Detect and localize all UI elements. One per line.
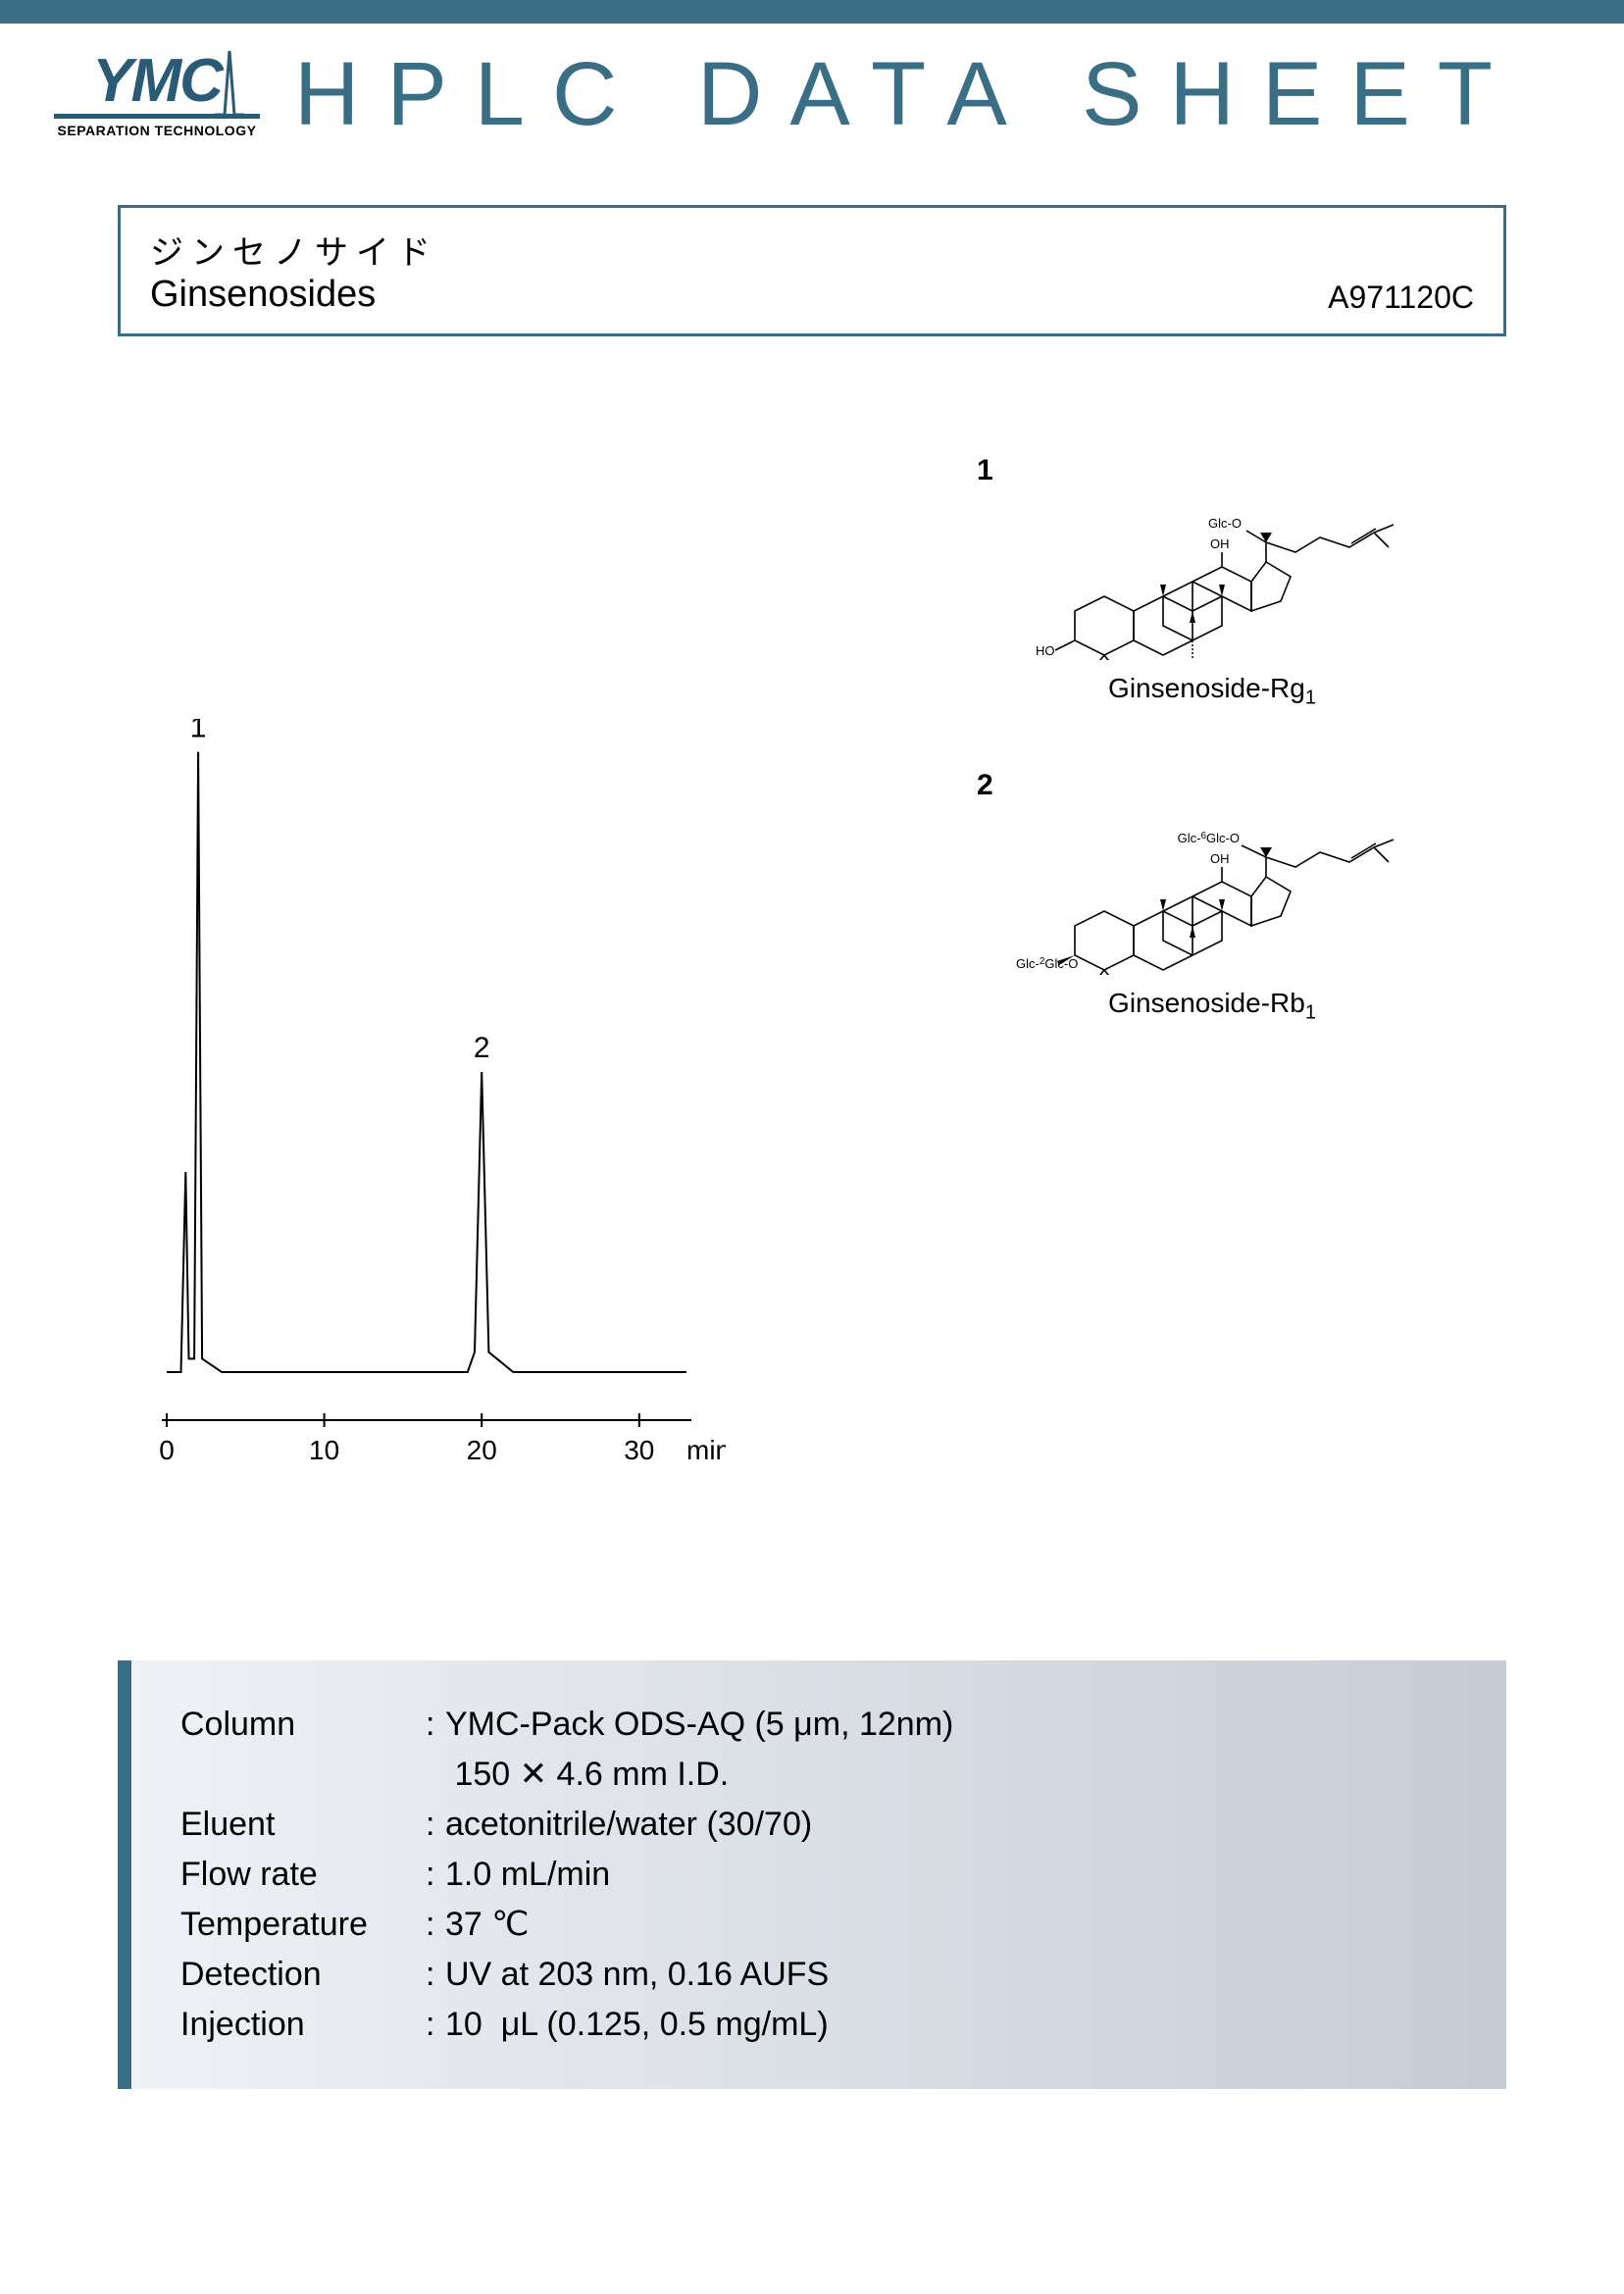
- peak-label-1: 1: [190, 719, 207, 744]
- x-tick-label: 20: [467, 1435, 497, 1465]
- param-row: Detection:UV at 203 nm, 0.16 AUFS: [180, 1950, 1457, 2000]
- svg-text:Glc-2Glc-O: Glc-2Glc-O: [1016, 956, 1078, 971]
- param-value: acetonitrile/water (30/70): [445, 1800, 1457, 1850]
- param-label: Injection: [180, 2000, 426, 2050]
- param-label: Temperature: [180, 1900, 426, 1950]
- svg-text:HO: HO: [1036, 643, 1055, 658]
- param-colon: :: [426, 1900, 445, 1950]
- structure-diagram: Glc-2Glc-O OH Glc-6Glc-O: [1016, 769, 1408, 980]
- x-tick-label: 0: [159, 1435, 175, 1465]
- chromatogram-chart: 0 10 20 30 min 1 2: [137, 719, 726, 1504]
- svg-text:Glc-6Glc-O: Glc-6Glc-O: [1178, 831, 1240, 845]
- param-row: Flow rate:1.0 mL/min: [180, 1850, 1457, 1900]
- structure-diagram: O-GlcHOOHGlc-O: [1016, 454, 1408, 665]
- peak-label-2: 2: [474, 1032, 490, 1064]
- title-english: Ginsenosides: [150, 274, 1474, 316]
- header-title: HPLC DATA SHEET: [294, 43, 1520, 146]
- page-header: YMC SEPARATION TECHNOLOGY HPLC DATA SHEE…: [0, 24, 1624, 146]
- param-label: Column: [180, 1700, 426, 1800]
- title-japanese: ジンセノサイド: [150, 226, 1474, 274]
- svg-text:OH: OH: [1210, 851, 1230, 866]
- param-label: Detection: [180, 1950, 426, 2000]
- title-code: A971120C: [1328, 280, 1474, 316]
- param-label: Flow rate: [180, 1850, 426, 1900]
- svg-text:Glc-O: Glc-O: [1208, 516, 1242, 531]
- structure-caption: Ginsenoside-Rg1: [977, 673, 1447, 710]
- structure-caption: Ginsenoside-Rb1: [977, 988, 1447, 1025]
- logo-peak-icon: [210, 41, 249, 120]
- main-content: 0102030min12 1O-GlcHOOHGlc-OGinsenoside-…: [118, 336, 1506, 1660]
- svg-text:OH: OH: [1210, 536, 1230, 551]
- param-value: 37 ℃: [445, 1900, 1457, 1950]
- x-tick-label: 30: [624, 1435, 654, 1465]
- param-colon: :: [426, 2000, 445, 2050]
- param-value: 10 μL (0.125, 0.5 mg/mL): [445, 2000, 1457, 2050]
- x-tick-label: 10: [309, 1435, 339, 1465]
- title-box: ジンセノサイド Ginsenosides A971120C: [118, 205, 1506, 336]
- param-row: Injection:10 μL (0.125, 0.5 mg/mL): [180, 2000, 1457, 2050]
- logo-tagline: SEPARATION TECHNOLOGY: [58, 123, 257, 138]
- param-colon: :: [426, 1850, 445, 1900]
- param-value: 1.0 mL/min: [445, 1850, 1457, 1900]
- param-value: YMC-Pack ODS-AQ (5 μm, 12nm) 150 ✕ 4.6 m…: [445, 1700, 1457, 1800]
- structure-entry: 2 Glc-2Glc-O OH Glc-6Glc-O Ginsenoside-Rb1: [977, 769, 1447, 1025]
- x-axis-label: min: [686, 1435, 726, 1465]
- chromatogram-trace: [167, 752, 686, 1372]
- structure-entry: 1O-GlcHOOHGlc-OGinsenoside-Rg1: [977, 454, 1447, 710]
- param-row: Temperature:37 ℃: [180, 1900, 1457, 1950]
- parameters-box: Column:YMC-Pack ODS-AQ (5 μm, 12nm) 150 …: [118, 1660, 1506, 2089]
- param-label: Eluent: [180, 1800, 426, 1850]
- param-colon: :: [426, 1950, 445, 2000]
- structures-panel: 1O-GlcHOOHGlc-OGinsenoside-Rg12Glc-2Glc-…: [977, 454, 1447, 1083]
- parameters-table: Column:YMC-Pack ODS-AQ (5 μm, 12nm) 150 …: [180, 1700, 1457, 2050]
- logo: YMC SEPARATION TECHNOLOGY: [49, 51, 265, 138]
- chromatogram-svg: 0 10 20 30 min 1 2: [137, 719, 726, 1504]
- logo-text: YMC: [92, 47, 222, 115]
- param-row: Column:YMC-Pack ODS-AQ (5 μm, 12nm) 150 …: [180, 1700, 1457, 1800]
- param-colon: :: [426, 1800, 445, 1850]
- param-value: UV at 203 nm, 0.16 AUFS: [445, 1950, 1457, 2000]
- structure-number: 2: [977, 769, 1016, 802]
- structure-number: 1: [977, 454, 1016, 487]
- param-colon: :: [426, 1700, 445, 1800]
- param-row: Eluent:acetonitrile/water (30/70): [180, 1800, 1457, 1850]
